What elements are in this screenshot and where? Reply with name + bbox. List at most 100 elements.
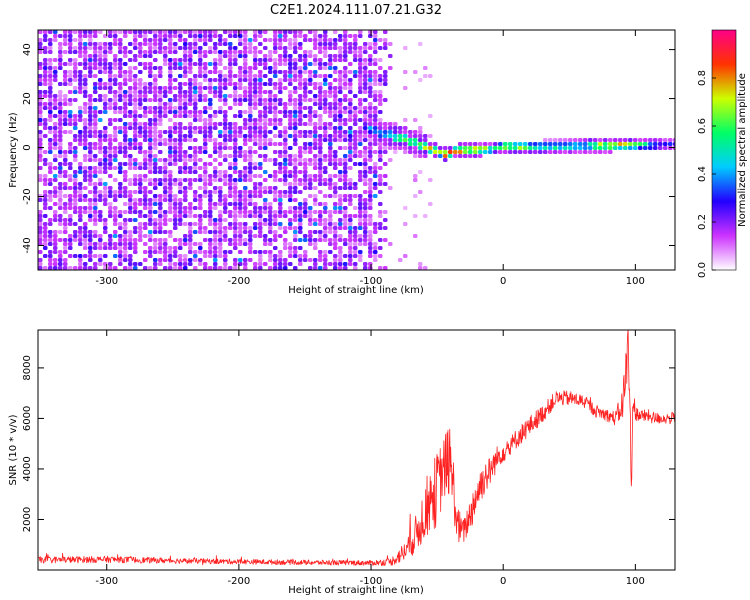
- spectrogram-cell: [188, 234, 193, 238]
- spectrogram-cell: [348, 154, 353, 158]
- spectrogram-cell: [318, 66, 323, 70]
- spectrogram-cell: [363, 170, 368, 174]
- spectrogram-cell: [343, 70, 348, 74]
- spectrogram-cell: [263, 58, 268, 62]
- spectrogram-cell: [123, 170, 128, 174]
- spectrogram-cell: [273, 134, 278, 138]
- spectrogram-cell: [343, 74, 348, 78]
- spectrogram-cell: [48, 250, 53, 254]
- spectrogram-cell: [173, 98, 178, 102]
- spectrogram-cell: [203, 230, 208, 234]
- spectrogram-cell: [188, 182, 193, 186]
- spectrogram-cell: [98, 238, 103, 242]
- spectrogram-cell: [378, 214, 383, 218]
- snr-ytick-label: 6000: [22, 406, 33, 431]
- spectrogram-cell: [373, 62, 378, 66]
- spectrogram-cell: [213, 254, 218, 258]
- spectrogram-cell: [68, 90, 73, 94]
- spectrogram-cell: [128, 90, 133, 94]
- spectrogram-cell: [233, 34, 238, 38]
- spectrogram-cell: [363, 218, 368, 222]
- spectrogram-cell: [248, 46, 253, 50]
- spectrogram-cell: [353, 238, 358, 242]
- spectrogram-cell: [173, 182, 178, 186]
- spectrogram-cell: [283, 130, 288, 134]
- spectrogram-cell: [73, 70, 78, 74]
- spectrogram-cell: [178, 74, 183, 78]
- spectrogram-cell: [248, 150, 253, 154]
- spectrogram-cell: [73, 46, 78, 50]
- spectrogram-cell: [163, 138, 168, 142]
- spectrogram-cell: [188, 30, 193, 34]
- spectrogram-cell: [183, 38, 188, 42]
- spectrogram-cell: [208, 130, 213, 134]
- spectrogram-cell: [83, 134, 88, 138]
- spectrogram-cell: [368, 30, 373, 34]
- spectrogram-cell: [353, 118, 358, 122]
- spectrogram-cell: [193, 254, 198, 258]
- spectrogram-cell: [228, 50, 233, 54]
- spectrogram-cell: [358, 90, 363, 94]
- spectrogram-cell: [323, 262, 328, 266]
- spectrogram-cell: [298, 258, 303, 262]
- spectrogram-cell: [248, 166, 253, 170]
- spectrogram-cell: [303, 70, 308, 74]
- spectrogram-cell: [288, 38, 293, 42]
- spectrogram-cell: [78, 194, 83, 198]
- spectrogram-cell: [228, 82, 233, 86]
- spectrogram-cell: [343, 262, 348, 266]
- spectrogram-cell: [308, 182, 313, 186]
- spectrogram-cell: [128, 218, 133, 222]
- spectrogram-cell: [308, 54, 313, 58]
- spectrogram-cell: [243, 214, 248, 218]
- spectrogram-cell: [113, 242, 118, 246]
- spectrogram-cell: [103, 106, 108, 110]
- spectrogram-cell: [328, 242, 333, 246]
- spectrogram-cell: [273, 30, 278, 34]
- spectrogram-cell: [253, 194, 258, 198]
- spectrogram-cell: [308, 50, 313, 54]
- spectrogram-plot-area: [38, 30, 675, 270]
- spectrogram-xlabel: Height of straight line (km): [288, 285, 424, 296]
- spectrogram-cell: [338, 202, 343, 206]
- spectrogram-cell: [293, 74, 298, 78]
- spectrogram-cell: [233, 222, 238, 226]
- spectrogram-cell: [253, 118, 258, 122]
- spectrogram-cell: [233, 198, 238, 202]
- spectrogram-cell: [293, 118, 298, 122]
- spectrogram-cell: [83, 106, 88, 110]
- spectrogram-cell: [358, 170, 363, 174]
- spectrogram-cell: [183, 190, 188, 194]
- spectrogram-cell: [293, 246, 298, 250]
- spectrogram-cell: [143, 114, 148, 118]
- spectrogram-cell: [183, 234, 188, 238]
- spectrogram-cell: [188, 122, 193, 126]
- spectrogram-cell: [213, 90, 218, 94]
- spectrogram-cell: [148, 202, 153, 206]
- spectrogram-cell: [73, 90, 78, 94]
- spectrogram-cell: [408, 150, 413, 154]
- spectrogram-cell: [383, 42, 388, 46]
- spectrogram-cell: [98, 46, 103, 50]
- spectrogram-cell: [203, 86, 208, 90]
- spectrogram-cell: [223, 206, 228, 210]
- spectrogram-cell: [188, 110, 193, 114]
- spectrogram-cell: [208, 218, 213, 222]
- spectrogram-cell: [213, 114, 218, 118]
- spectrogram-cell: [358, 58, 363, 62]
- spectrogram-cell: [268, 186, 273, 190]
- spectrogram-cell: [288, 46, 293, 50]
- spectrogram-cell: [73, 194, 78, 198]
- spectrogram-cell: [258, 218, 263, 222]
- spectrogram-cell: [63, 186, 68, 190]
- spectrogram-cell: [63, 62, 68, 66]
- spectrogram-cell: [293, 142, 298, 146]
- spectrogram-cell: [328, 194, 333, 198]
- spectrogram-cell: [188, 70, 193, 74]
- spectrogram-cell: [323, 158, 328, 162]
- spectrogram-cell: [348, 118, 353, 122]
- spectrogram-cell: [158, 66, 163, 70]
- spectrogram-cell: [93, 126, 98, 130]
- spectrogram-cell: [58, 198, 63, 202]
- spectrogram-cell: [133, 58, 138, 62]
